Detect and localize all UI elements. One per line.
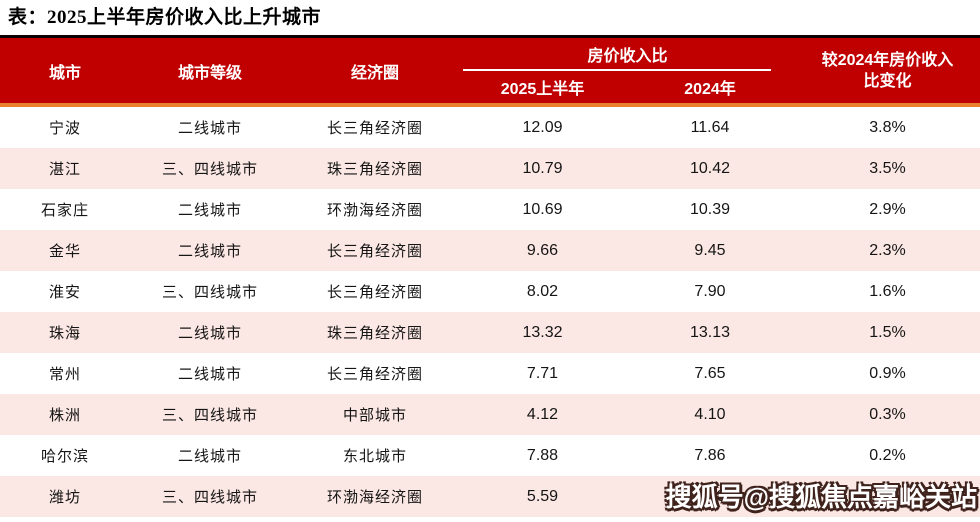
header-cell-change-line1: 较2024年房价收入 xyxy=(821,51,954,69)
cell-circle: 长三角经济圈 xyxy=(326,284,423,301)
header-group-subcolumns: 2025上半年 2024年 xyxy=(460,71,795,103)
cell-ratio-2025h1: 10.69 xyxy=(522,200,563,218)
cell-city: 株洲 xyxy=(48,407,81,424)
cell-city: 淮安 xyxy=(48,284,81,301)
cell-change: 1.6% xyxy=(869,282,906,300)
cell-ratio-2025h1: 5.59 xyxy=(526,487,559,505)
cell-ratio-2024: 9.45 xyxy=(694,241,726,259)
cell-ratio-2025h1: 12.09 xyxy=(522,118,563,136)
header-cell-change-line2: 比变化 xyxy=(863,72,912,90)
cell-circle: 环渤海经济圈 xyxy=(326,489,423,506)
cell-change: 0.9% xyxy=(869,364,906,382)
cell-city: 金华 xyxy=(48,243,81,260)
cell-change: 2.3% xyxy=(869,241,906,259)
cell-city: 宁波 xyxy=(48,120,81,137)
cell-change: 3.5% xyxy=(869,159,906,177)
cell-circle: 中部城市 xyxy=(342,407,407,424)
table-row: 金华 二线城市 长三角经济圈 9.66 9.45 2.3% xyxy=(0,230,980,271)
table-row: 潍坊 三、四线城市 环渤海经济圈 5.59 5.58 0.2% xyxy=(0,476,980,517)
cell-tier: 二线城市 xyxy=(177,366,242,383)
cell-tier: 三、四线城市 xyxy=(161,161,258,178)
cell-ratio-2024: 5.58 xyxy=(694,487,726,505)
cell-ratio-2024: 7.90 xyxy=(694,282,726,300)
table-row: 湛江 三、四线城市 珠三角经济圈 10.79 10.42 3.5% xyxy=(0,148,980,189)
cell-ratio-2024: 4.10 xyxy=(694,405,726,423)
cell-circle: 长三角经济圈 xyxy=(326,366,423,383)
cell-ratio-2024: 11.64 xyxy=(690,118,730,136)
cell-ratio-2025h1: 13.32 xyxy=(522,323,563,341)
cell-change: 2.9% xyxy=(869,200,906,218)
cell-ratio-2025h1: 8.02 xyxy=(526,282,559,300)
cell-circle: 长三角经济圈 xyxy=(326,243,423,260)
header-cell-2024: 2024年 xyxy=(684,81,736,98)
header-group-rule xyxy=(463,69,771,71)
cell-tier: 二线城市 xyxy=(177,120,242,137)
table-row: 淮安 三、四线城市 长三角经济圈 8.02 7.90 1.6% xyxy=(0,271,980,312)
cell-city: 哈尔滨 xyxy=(40,448,89,465)
cell-ratio-2024: 10.39 xyxy=(689,200,731,218)
cell-circle: 珠三角经济圈 xyxy=(326,325,423,342)
cell-ratio-2025h1: 4.12 xyxy=(526,405,559,423)
cell-tier: 二线城市 xyxy=(177,325,242,342)
sohu-watermark: 搜狐号@搜狐焦点嘉峪关站 xyxy=(665,482,977,512)
cell-change: 0.3% xyxy=(869,405,906,423)
table-row: 宁波 二线城市 长三角经济圈 12.09 11.64 3.8% xyxy=(0,107,980,148)
header-cell-city: 城市 xyxy=(48,64,81,82)
cell-change: 3.8% xyxy=(869,118,906,136)
cell-ratio-2025h1: 9.66 xyxy=(526,241,559,259)
cell-ratio-2024: 7.86 xyxy=(694,446,726,464)
cell-city: 石家庄 xyxy=(40,202,89,219)
table-body: 宁波 二线城市 长三角经济圈 12.09 11.64 3.8% 湛江 三、四线城… xyxy=(0,107,980,517)
table-header: 城市 城市等级 经济圈 房价收入比 2025上半年 2024年 较2024年房价… xyxy=(0,35,980,107)
cell-tier: 二线城市 xyxy=(177,448,242,465)
cell-ratio-2025h1: 10.79 xyxy=(522,159,563,177)
header-cell-tier: 城市等级 xyxy=(177,64,242,82)
cell-city: 湛江 xyxy=(48,161,81,178)
table-row: 石家庄 二线城市 环渤海经济圈 10.69 10.39 2.9% xyxy=(0,189,980,230)
cell-ratio-2025h1: 7.71 xyxy=(526,364,559,382)
cell-change: 0.2% xyxy=(869,487,906,505)
cell-ratio-2024: 7.65 xyxy=(694,364,726,382)
cell-tier: 三、四线城市 xyxy=(161,284,258,301)
header-group-ratio: 房价收入比 2025上半年 2024年 xyxy=(460,38,795,103)
header-cell-circle: 经济圈 xyxy=(350,64,399,82)
header-cell-2025h1: 2025上半年 xyxy=(500,81,585,98)
cell-city: 常州 xyxy=(48,366,81,383)
table-row: 珠海 二线城市 珠三角经济圈 13.32 13.13 1.5% xyxy=(0,312,980,353)
page-title: 表：2025上半年房价收入比上升城市 xyxy=(8,7,322,28)
cell-tier: 二线城市 xyxy=(177,243,242,260)
header-cell-change: 较2024年房价收入 比变化 xyxy=(795,38,980,103)
cell-circle: 长三角经济圈 xyxy=(326,120,423,137)
cell-circle: 东北城市 xyxy=(342,448,407,465)
table-row: 常州 二线城市 长三角经济圈 7.71 7.65 0.9% xyxy=(0,353,980,394)
cell-ratio-2025h1: 7.88 xyxy=(526,446,559,464)
cell-city: 珠海 xyxy=(48,325,81,342)
cell-ratio-2024: 10.42 xyxy=(689,159,731,177)
table-row: 株洲 三、四线城市 中部城市 4.12 4.10 0.3% xyxy=(0,394,980,435)
cell-change: 0.2% xyxy=(869,446,906,464)
cell-circle: 珠三角经济圈 xyxy=(326,161,423,178)
cell-change: 1.5% xyxy=(869,323,906,341)
cell-tier: 二线城市 xyxy=(177,202,242,219)
cell-tier: 三、四线城市 xyxy=(161,407,258,424)
header-group-ratio-title: 房价收入比 xyxy=(587,47,668,65)
cell-ratio-2024: 13.13 xyxy=(689,323,731,341)
cell-city: 潍坊 xyxy=(48,489,81,506)
cell-tier: 三、四线城市 xyxy=(161,489,258,506)
cell-circle: 环渤海经济圈 xyxy=(326,202,423,219)
table-row: 哈尔滨 二线城市 东北城市 7.88 7.86 0.2% xyxy=(0,435,980,476)
house-price-income-table: 城市 城市等级 经济圈 房价收入比 2025上半年 2024年 较2024年房价… xyxy=(0,35,980,517)
